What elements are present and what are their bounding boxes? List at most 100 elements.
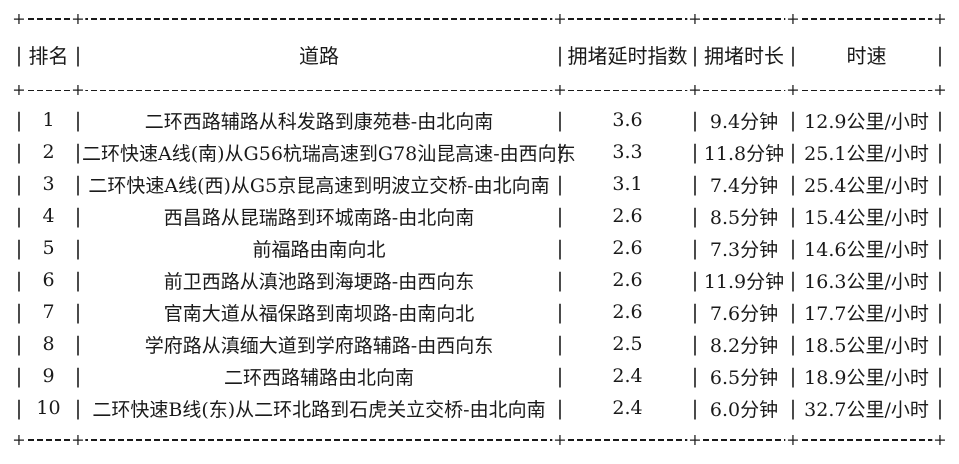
table-corner-glyph: + xyxy=(785,8,801,28)
column-pipe-glyph: | xyxy=(691,364,699,389)
column-pipe-glyph: | xyxy=(691,396,699,421)
cell-rank: 10 xyxy=(36,397,61,420)
column-pipe-glyph: | xyxy=(15,364,23,389)
cell-speed: 32.7公里/小时 xyxy=(804,398,929,421)
cell-delay-index: 2.6 xyxy=(612,301,643,324)
column-pipe-glyph: | xyxy=(556,42,564,67)
column-pipe-glyph: | xyxy=(556,204,564,229)
table-body: 1 二环西路辅路从科发路到康苑巷-由北向南 3.6 9.4分钟 12.9公里/小… xyxy=(15,91,944,439)
column-pipe-glyph: | xyxy=(691,204,699,229)
column-pipe-glyph: | xyxy=(15,236,23,261)
table-corner-glyph: + xyxy=(785,429,801,449)
column-pipe-glyph: | xyxy=(15,300,23,325)
column-pipe-glyph: | xyxy=(936,236,944,261)
cell-speed: 15.4公里/小时 xyxy=(804,206,929,229)
column-pipe-glyph: | xyxy=(74,42,82,67)
table-row: 3 二环快速A线(西)从G5京昆高速到明波立交桥-由北向南 3.1 7.4分钟 … xyxy=(15,168,944,200)
column-header-rank: 排名 xyxy=(28,44,69,69)
table-corner-glyph: + xyxy=(687,8,703,28)
column-pipe-glyph: | xyxy=(936,140,944,165)
cell-delay-index: 3.1 xyxy=(612,173,643,196)
column-pipe-glyph: | xyxy=(556,236,564,261)
table-corner-glyph: + xyxy=(11,8,27,28)
cell-rank: 9 xyxy=(42,365,55,388)
cell-delay-index: 2.6 xyxy=(612,205,643,228)
column-pipe-glyph: | xyxy=(789,42,797,67)
column-pipe-glyph: | xyxy=(936,268,944,293)
cell-speed: 16.3公里/小时 xyxy=(804,270,929,293)
table-row: 9 二环西路辅路由北向南 2.4 6.5分钟 18.9公里/小时 | | | | | | xyxy=(15,360,944,392)
cell-road: 西昌路从昆瑞路到环城南路-由北向南 xyxy=(163,206,475,229)
column-pipe-glyph: | xyxy=(691,332,699,357)
cell-duration: 7.6分钟 xyxy=(709,302,779,325)
column-pipe-glyph: | xyxy=(74,364,82,389)
table-corner-glyph: + xyxy=(552,80,568,100)
table-corner-glyph: + xyxy=(932,80,948,100)
table-row: 5 前福路由南向北 2.6 7.3分钟 14.6公里/小时 | | | | | | xyxy=(15,232,944,264)
cell-duration: 7.4分钟 xyxy=(709,174,779,197)
column-pipe-glyph: | xyxy=(789,364,797,389)
column-pipe-glyph: | xyxy=(936,172,944,197)
column-pipe-glyph: | xyxy=(691,172,699,197)
cell-speed: 14.6公里/小时 xyxy=(804,238,929,261)
cell-road: 前福路由南向北 xyxy=(252,238,386,261)
cell-duration: 8.2分钟 xyxy=(709,334,779,357)
cell-rank: 6 xyxy=(42,269,55,292)
cell-speed: 17.7公里/小时 xyxy=(804,302,929,325)
column-pipe-glyph: | xyxy=(556,172,564,197)
column-pipe-glyph: | xyxy=(556,108,564,133)
cell-speed: 18.5公里/小时 xyxy=(804,334,929,357)
column-pipe-glyph: | xyxy=(15,140,23,165)
cell-speed: 25.4公里/小时 xyxy=(804,174,929,197)
table-row: 2 二环快速A线(南)从G56杭瑞高速到G78汕昆高速-由西向东 3.3 11.… xyxy=(15,136,944,168)
cell-duration: 7.3分钟 xyxy=(709,238,779,261)
cell-rank: 7 xyxy=(42,301,55,324)
column-pipe-glyph: | xyxy=(936,364,944,389)
cell-delay-index: 2.4 xyxy=(612,365,643,388)
column-pipe-glyph: | xyxy=(15,108,23,133)
cell-rank: 2 xyxy=(42,141,55,164)
cell-road: 前卫西路从滇池路到海埂路-由西向东 xyxy=(163,270,475,293)
cell-duration: 6.0分钟 xyxy=(709,398,779,421)
column-pipe-glyph: | xyxy=(789,236,797,261)
cell-delay-index: 2.6 xyxy=(612,237,643,260)
cell-road: 学府路从滇缅大道到学府路辅路-由西向东 xyxy=(144,334,494,357)
column-pipe-glyph: | xyxy=(556,300,564,325)
column-pipe-glyph: | xyxy=(15,332,23,357)
column-pipe-glyph: | xyxy=(15,42,23,67)
cell-rank: 5 xyxy=(42,237,55,260)
column-pipe-glyph: | xyxy=(789,396,797,421)
cell-duration: 9.4分钟 xyxy=(709,110,779,133)
table-corner-glyph: + xyxy=(70,80,86,100)
column-pipe-glyph: | xyxy=(789,204,797,229)
column-header-delay-index: 拥堵延时指数 xyxy=(567,44,688,69)
column-pipe-glyph: | xyxy=(936,300,944,325)
cell-road: 二环西路辅路由北向南 xyxy=(223,366,414,389)
column-pipe-glyph: | xyxy=(74,108,82,133)
cell-rank: 4 xyxy=(42,205,55,228)
column-pipe-glyph: | xyxy=(74,332,82,357)
column-pipe-glyph: | xyxy=(936,332,944,357)
table-row: 4 西昌路从昆瑞路到环城南路-由北向南 2.6 8.5分钟 15.4公里/小时 … xyxy=(15,200,944,232)
cell-delay-index: 2.5 xyxy=(612,333,643,356)
cell-duration: 11.9分钟 xyxy=(703,270,785,293)
column-pipe-glyph: | xyxy=(789,108,797,133)
column-pipe-glyph: | xyxy=(789,268,797,293)
cell-road: 二环快速A线(南)从G56杭瑞高速到G78汕昆高速-由西向东 xyxy=(82,142,576,165)
column-pipe-glyph: | xyxy=(74,172,82,197)
table-corner-glyph: + xyxy=(70,429,86,449)
table-row: 8 学府路从滇缅大道到学府路辅路-由西向东 2.5 8.2分钟 18.5公里/小… xyxy=(15,328,944,360)
column-pipe-glyph: | xyxy=(15,204,23,229)
cell-rank: 1 xyxy=(42,109,55,132)
column-pipe-glyph: | xyxy=(936,108,944,133)
cell-road: 二环快速A线(西)从G5京昆高速到明波立交桥-由北向南 xyxy=(88,174,550,197)
cell-road: 二环快速B线(东)从二环北路到石虎关立交桥-由北向南 xyxy=(92,398,546,421)
table-corner-glyph: + xyxy=(11,80,27,100)
column-pipe-glyph: | xyxy=(789,300,797,325)
column-pipe-glyph: | xyxy=(15,172,23,197)
column-pipe-glyph: | xyxy=(556,396,564,421)
column-pipe-glyph: | xyxy=(936,204,944,229)
column-pipe-glyph: | xyxy=(691,268,699,293)
cell-road: 官南大道从福保路到南坝路-由南向北 xyxy=(163,302,475,325)
